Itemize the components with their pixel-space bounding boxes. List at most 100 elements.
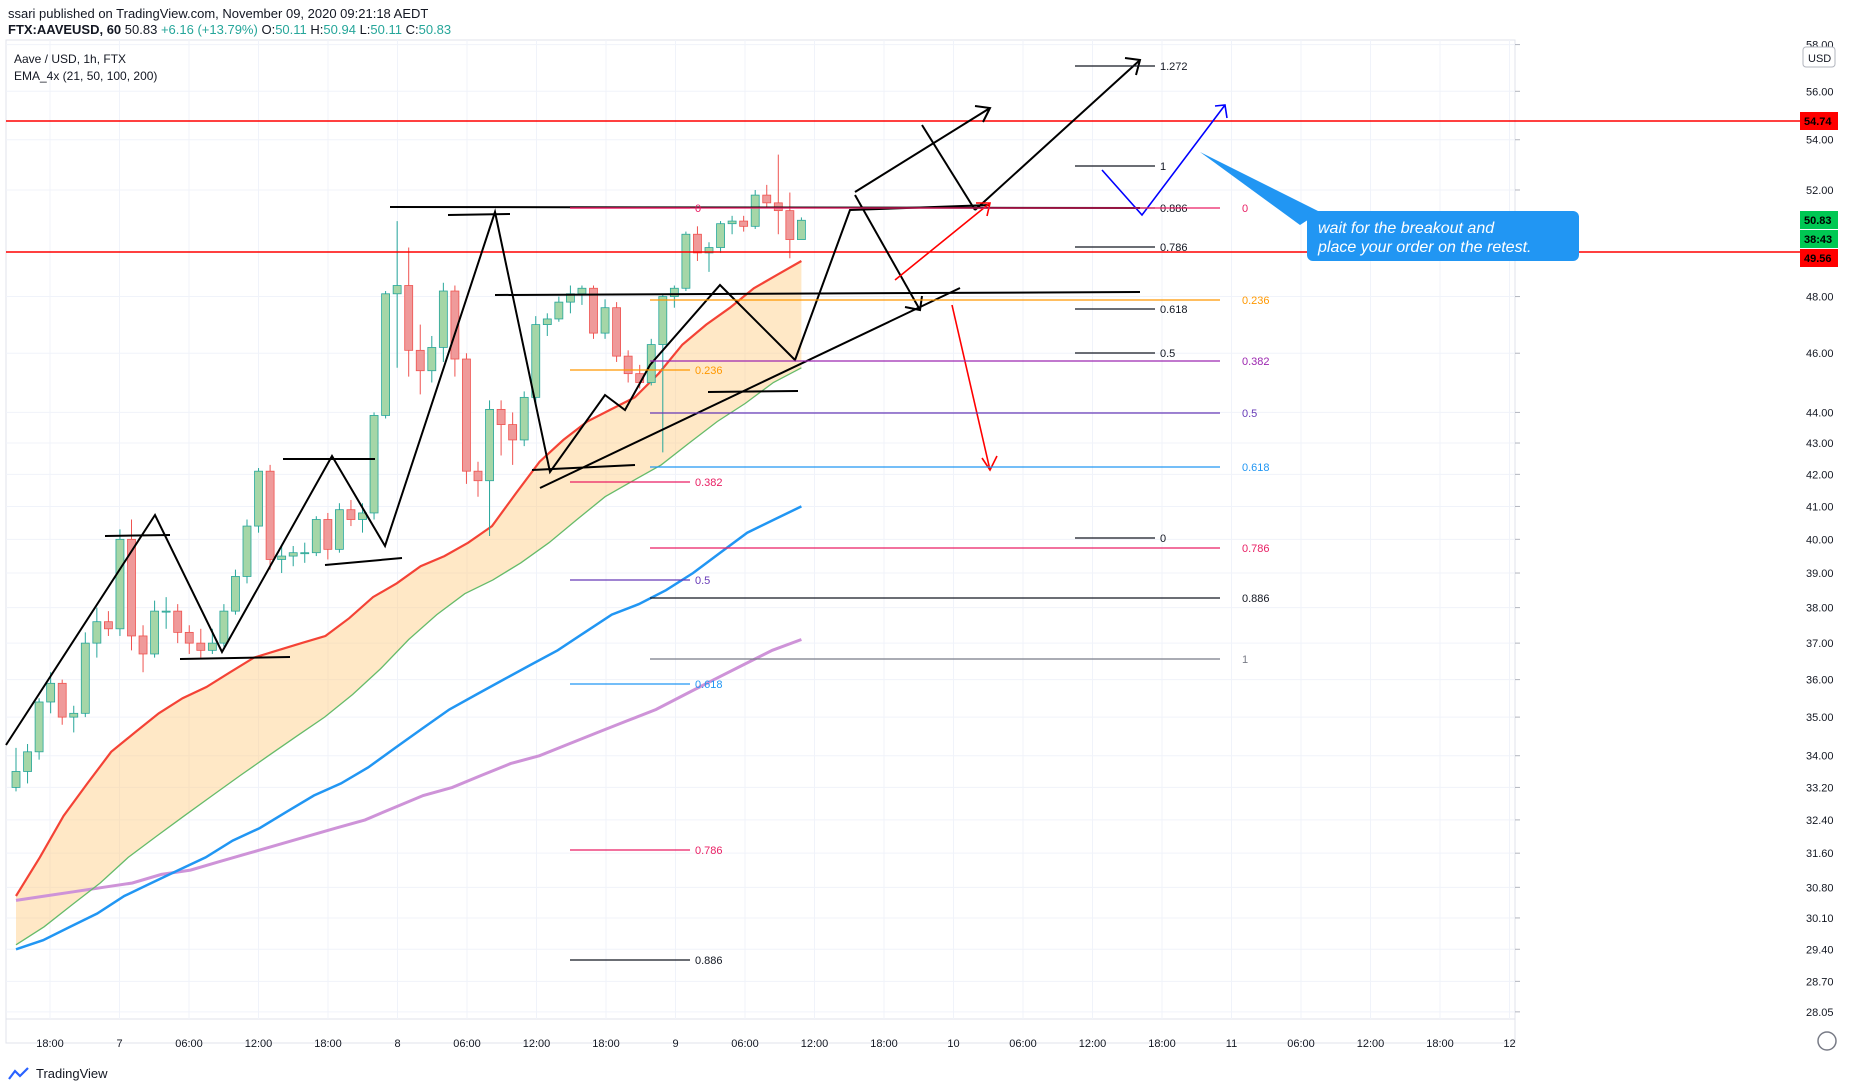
- ema-21-line[interactable]: [15, 260, 802, 897]
- proj-branch-line[interactable]: [854, 107, 991, 193]
- candle-body[interactable]: [277, 555, 287, 560]
- candle-body[interactable]: [115, 538, 125, 630]
- candle-body[interactable]: [300, 552, 310, 555]
- candle-body[interactable]: [138, 635, 148, 655]
- settings-icon[interactable]: [1817, 1031, 1837, 1051]
- candle-body[interactable]: [693, 233, 702, 254]
- price-badge-label: 54.74: [1804, 116, 1832, 128]
- candle-body[interactable]: [127, 538, 136, 637]
- candle-body[interactable]: [519, 396, 529, 441]
- candle-body[interactable]: [496, 408, 506, 425]
- candle-body[interactable]: [462, 358, 471, 472]
- candle-body[interactable]: [231, 576, 240, 612]
- red-down-arrow[interactable]: [951, 304, 991, 471]
- candle-body[interactable]: [612, 307, 621, 357]
- candle-body[interactable]: [392, 285, 402, 295]
- proj-dip-line[interactable]: [921, 124, 976, 211]
- callout-pointer: [1200, 152, 1320, 225]
- candle-body[interactable]: [323, 519, 333, 550]
- candle-body[interactable]: [242, 525, 252, 577]
- price-badge: [1800, 249, 1838, 267]
- candle-body[interactable]: [681, 233, 691, 289]
- candle-body[interactable]: [473, 470, 483, 482]
- candle-body[interactable]: [34, 701, 44, 753]
- candle-body[interactable]: [381, 293, 391, 416]
- candle-body[interactable]: [669, 287, 679, 297]
- candle-body[interactable]: [207, 642, 217, 651]
- candle-body[interactable]: [762, 194, 772, 204]
- base-line-6[interactable]: [531, 464, 636, 471]
- fib-level-label: 0.5: [1160, 348, 1175, 360]
- blue-retest-path[interactable]: [1101, 104, 1226, 217]
- candle-body[interactable]: [404, 285, 414, 351]
- proj-up-line[interactable]: [974, 59, 1141, 211]
- candle-body[interactable]: [92, 621, 102, 644]
- candle-body[interactable]: [577, 287, 587, 295]
- price-badge: [1800, 112, 1838, 130]
- candle-body[interactable]: [600, 307, 610, 334]
- candle-body[interactable]: [80, 642, 90, 714]
- candle-body[interactable]: [750, 194, 760, 227]
- time-axis[interactable]: 18:00 7 06:00 12:00 18:00 8 06:00 12:00 18:00 9 06…: [36, 1038, 1515, 1050]
- candle-body[interactable]: [219, 610, 229, 644]
- candle-body[interactable]: [531, 324, 541, 398]
- candle-body[interactable]: [46, 682, 56, 703]
- candle-body[interactable]: [727, 220, 737, 225]
- candle-body[interactable]: [508, 424, 518, 441]
- ema-50-line[interactable]: [15, 367, 802, 946]
- price-tick-label: 30.80: [1806, 882, 1834, 894]
- candle-body[interactable]: [485, 408, 494, 482]
- candle-body[interactable]: [716, 223, 725, 248]
- candle-body[interactable]: [785, 210, 795, 240]
- candle-body[interactable]: [346, 509, 356, 520]
- price-tick-label: 34.00: [1806, 751, 1834, 763]
- candle-body[interactable]: [704, 247, 714, 254]
- candle-body[interactable]: [11, 771, 21, 788]
- candle-body[interactable]: [173, 610, 183, 633]
- proj-branch-arrowhead: [974, 105, 992, 123]
- candle-body[interactable]: [265, 470, 275, 560]
- candle-body[interactable]: [542, 318, 552, 325]
- candle-body[interactable]: [450, 290, 460, 360]
- annotation-callout[interactable]: wait for the breakout and place your ord…: [1200, 152, 1579, 261]
- base-line-4[interactable]: [324, 557, 403, 566]
- candle-body[interactable]: [104, 621, 113, 630]
- base-line-5[interactable]: [447, 213, 511, 216]
- candle-body[interactable]: [415, 349, 425, 372]
- base-line-2[interactable]: [179, 656, 291, 660]
- candle-body[interactable]: [334, 509, 344, 550]
- candle-body[interactable]: [161, 610, 171, 613]
- candle-body[interactable]: [438, 290, 448, 348]
- candle-body[interactable]: [623, 355, 633, 375]
- base-line-7[interactable]: [707, 390, 799, 393]
- drawings[interactable]: [5, 57, 1142, 746]
- price-axis[interactable]: 58.0056.0054.0052.0048.0046.0044.0043.00…: [1515, 40, 1834, 1019]
- candle-body[interactable]: [739, 220, 749, 227]
- rising-trendline[interactable]: [539, 287, 961, 489]
- red-arrows[interactable]: [894, 202, 998, 472]
- proj-down-line[interactable]: [854, 194, 921, 311]
- candle-body[interactable]: [288, 552, 298, 557]
- candle-body[interactable]: [427, 347, 437, 372]
- candle-body[interactable]: [57, 682, 67, 718]
- red-up-arrow[interactable]: [894, 202, 991, 281]
- candle-body[interactable]: [23, 751, 32, 772]
- ema-100-line[interactable]: [15, 505, 802, 951]
- base-line-1[interactable]: [104, 534, 171, 537]
- candle-body[interactable]: [658, 296, 668, 345]
- candle-body[interactable]: [797, 219, 806, 240]
- ema-200-line[interactable]: [15, 638, 802, 902]
- zigzag-path[interactable]: [5, 204, 991, 746]
- candle-body[interactable]: [554, 301, 564, 320]
- candle-body[interactable]: [254, 470, 263, 527]
- trendline-mid[interactable]: [494, 291, 1141, 296]
- candle-body[interactable]: [196, 642, 206, 651]
- candle-body[interactable]: [150, 610, 160, 655]
- candle-body[interactable]: [184, 631, 194, 644]
- candle-body[interactable]: [369, 415, 379, 514]
- candle-body[interactable]: [589, 287, 598, 334]
- blue-path[interactable]: [1101, 104, 1228, 217]
- candle-body[interactable]: [311, 519, 321, 554]
- candle-body[interactable]: [69, 712, 79, 718]
